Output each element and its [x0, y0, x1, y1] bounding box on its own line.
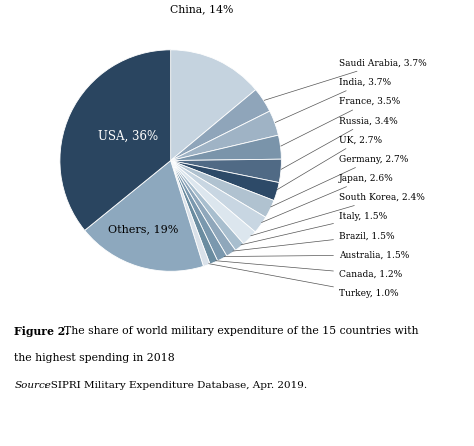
Text: South Korea, 2.4%: South Korea, 2.4% — [251, 193, 425, 236]
Wedge shape — [171, 161, 227, 261]
Wedge shape — [171, 111, 278, 161]
Text: Brazil, 1.5%: Brazil, 1.5% — [233, 231, 394, 251]
Text: : SIPRI Military Expenditure Database, Apr. 2019.: : SIPRI Military Expenditure Database, A… — [44, 381, 307, 390]
Text: UK, 2.7%: UK, 2.7% — [277, 136, 382, 190]
Wedge shape — [171, 135, 282, 161]
Text: the highest spending in 2018: the highest spending in 2018 — [14, 353, 175, 363]
Text: USA, 36%: USA, 36% — [99, 130, 159, 143]
Wedge shape — [171, 161, 255, 244]
Wedge shape — [171, 90, 270, 161]
Text: Source: Source — [14, 381, 51, 390]
Text: Italy, 1.5%: Italy, 1.5% — [241, 212, 387, 245]
Text: Japan, 2.6%: Japan, 2.6% — [262, 174, 394, 223]
Wedge shape — [171, 161, 274, 217]
Text: Others, 19%: Others, 19% — [108, 224, 178, 234]
Text: China, 14%: China, 14% — [170, 4, 233, 14]
Wedge shape — [85, 161, 203, 271]
Text: Turkey, 1.0%: Turkey, 1.0% — [209, 264, 399, 298]
Text: Germany, 2.7%: Germany, 2.7% — [271, 155, 408, 207]
Wedge shape — [171, 161, 266, 232]
Text: Figure 2.: Figure 2. — [14, 326, 69, 337]
Wedge shape — [171, 161, 218, 264]
Text: Australia, 1.5%: Australia, 1.5% — [224, 251, 410, 260]
Text: India, 3.7%: India, 3.7% — [275, 78, 391, 123]
Wedge shape — [171, 159, 282, 182]
Text: Canada, 1.2%: Canada, 1.2% — [216, 261, 402, 279]
Wedge shape — [171, 161, 210, 266]
Wedge shape — [171, 50, 255, 161]
Text: France, 3.5%: France, 3.5% — [281, 97, 400, 146]
Text: The share of world military expenditure of the 15 countries with: The share of world military expenditure … — [64, 326, 419, 335]
Wedge shape — [171, 161, 236, 256]
Wedge shape — [171, 161, 244, 250]
Text: Saudi Arabia, 3.7%: Saudi Arabia, 3.7% — [264, 58, 427, 100]
Wedge shape — [60, 50, 171, 231]
Text: Russia, 3.4%: Russia, 3.4% — [281, 116, 398, 169]
Wedge shape — [171, 161, 279, 201]
